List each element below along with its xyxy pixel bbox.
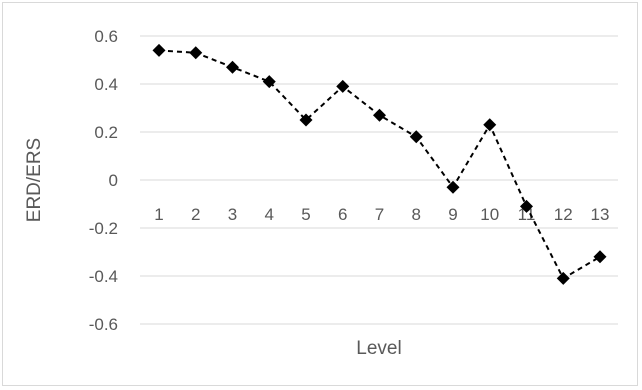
x-tick-label: 2: [191, 205, 200, 224]
data-point-marker: [262, 75, 276, 89]
x-tick-labels: 1 2 3 4 5 6 7 8 9 10 11 12 13: [154, 205, 609, 224]
data-point-marker: [520, 199, 533, 213]
y-tick-label: -0.4: [89, 267, 118, 286]
data-point-marker: [409, 130, 423, 144]
data-point-marker: [152, 43, 166, 57]
y-tick-label: -0.2: [89, 219, 118, 238]
y-tick-label: -0.6: [89, 315, 118, 334]
x-tick-label: 5: [301, 205, 310, 224]
x-tick-label: 3: [228, 205, 237, 224]
x-tick-label: 9: [448, 205, 457, 224]
x-tick-label: 1: [154, 205, 163, 224]
data-point-marker: [226, 60, 239, 74]
x-tick-label: 7: [375, 205, 384, 224]
y-tick-labels: 0.6 0.4 0.2 0 -0.2 -0.4 -0.6: [89, 27, 118, 334]
x-axis-title: Level: [356, 338, 401, 359]
y-axis-title: ERD/ERS: [24, 138, 45, 222]
data-point-marker: [189, 46, 203, 60]
data-point-marker: [446, 180, 460, 194]
x-tick-label: 6: [338, 205, 347, 224]
data-point-marker: [299, 113, 313, 127]
data-point-marker: [593, 250, 607, 264]
x-tick-label: 8: [412, 205, 421, 224]
data-point-marker: [483, 118, 497, 132]
data-point-marker: [556, 271, 570, 285]
data-point-marker: [373, 108, 386, 122]
data-point-marker: [336, 79, 350, 93]
gridlines: [140, 35, 618, 325]
data-points: [152, 43, 607, 285]
x-tick-label: 4: [265, 205, 274, 224]
y-tick-label: 0: [109, 171, 118, 190]
series-line: [158, 49, 601, 280]
x-tick-label: 10: [480, 205, 499, 224]
y-tick-label: 0.6: [94, 27, 118, 46]
y-tick-label: 0.4: [94, 75, 118, 94]
chart-frame: [2, 2, 638, 386]
x-tick-label: 13: [591, 205, 610, 224]
x-tick-label: 12: [554, 205, 573, 224]
y-tick-label: 0.2: [94, 123, 118, 142]
x-tick-label: 11: [518, 205, 536, 224]
